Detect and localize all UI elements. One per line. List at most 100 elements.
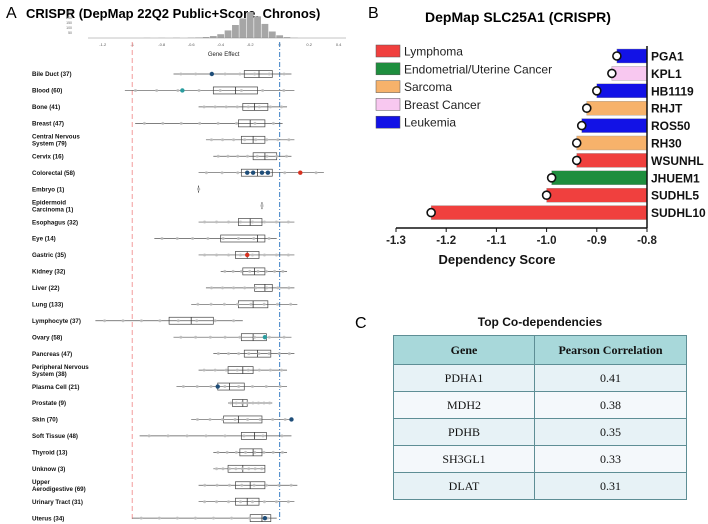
histogram-bar	[261, 23, 269, 38]
data-point	[227, 220, 231, 224]
panel-label-b: B	[368, 5, 379, 22]
box-iqr	[227, 366, 254, 374]
data-point	[203, 500, 207, 504]
data-point	[237, 352, 241, 356]
highlight-point	[209, 71, 215, 77]
data-point	[252, 237, 256, 240]
data-point	[194, 72, 198, 76]
histogram-y-tick: 200	[66, 16, 72, 20]
data-point	[287, 138, 291, 142]
pearson-cell: 0.41	[534, 364, 687, 392]
data-point	[280, 105, 283, 109]
data-point	[262, 500, 266, 504]
data-point	[267, 237, 271, 240]
pearson-cell: 0.38	[534, 391, 687, 419]
histogram-bar	[246, 12, 254, 38]
dependency-bar	[551, 170, 648, 186]
gene-cell: DLAT	[393, 472, 535, 500]
x-tick-label: -1.1	[486, 235, 506, 247]
data-point	[280, 434, 284, 438]
dependency-bar	[586, 100, 648, 116]
data-point	[268, 368, 272, 372]
x-tick-label: -1.2	[436, 235, 456, 247]
cell-line-label: WSUNHL	[651, 154, 704, 168]
highlight-point	[265, 170, 271, 175]
legend-label: Leukemia	[404, 116, 456, 130]
data-point	[185, 434, 189, 438]
data-point	[218, 88, 222, 92]
dependency-bar	[581, 118, 648, 133]
data-point	[161, 121, 165, 125]
data-point	[223, 269, 227, 273]
highlight-point	[180, 88, 185, 93]
category-label: Thyroid (13)	[32, 450, 67, 457]
cell-line-label: KPL1	[651, 67, 682, 81]
data-point	[260, 204, 264, 208]
box-iqr	[238, 119, 266, 128]
data-point	[286, 253, 290, 257]
data-point	[223, 335, 227, 339]
data-point	[257, 352, 261, 356]
data-point	[267, 352, 271, 356]
data-point	[202, 105, 206, 109]
data-point	[179, 72, 183, 76]
data-point	[280, 368, 283, 372]
data-point	[139, 516, 143, 520]
category-label: Uterus (34)	[32, 515, 64, 522]
x-axis-label: Dependency Score	[438, 252, 555, 267]
data-point	[209, 302, 213, 306]
data-point	[233, 417, 237, 421]
dependency-bar	[576, 153, 648, 168]
category-label: Plasma Cell (21)	[32, 384, 79, 391]
data-point	[274, 220, 278, 224]
data-point	[238, 500, 242, 504]
x-tick-label: 0.2	[306, 42, 312, 47]
data-point	[221, 286, 225, 290]
category-label: Epidermoid	[32, 199, 66, 206]
category-label: Lung (133)	[32, 302, 63, 309]
data-point	[282, 72, 286, 76]
data-point	[203, 483, 207, 487]
data-point	[246, 105, 250, 109]
data-point	[268, 105, 272, 109]
data-point	[253, 467, 257, 471]
data-point	[282, 88, 286, 92]
gene-cell: PDHA1	[393, 364, 535, 392]
histogram-bar	[283, 37, 291, 38]
data-point	[238, 220, 242, 224]
legend-swatch	[375, 62, 401, 76]
histogram-y-tick: 250	[66, 11, 72, 15]
data-point	[206, 237, 210, 240]
data-point	[195, 319, 199, 323]
data-point	[246, 368, 250, 372]
histogram-y-tick: 150	[66, 21, 72, 25]
data-point	[166, 434, 170, 438]
data-point	[213, 368, 217, 372]
data-point	[265, 154, 269, 158]
data-point	[227, 253, 231, 257]
data-point	[239, 88, 243, 92]
category-label: Peripheral Nervous	[32, 364, 89, 371]
data-point	[220, 171, 224, 175]
data-point	[225, 450, 229, 454]
data-point	[236, 171, 240, 175]
data-point	[248, 269, 252, 273]
data-point	[240, 483, 244, 487]
box-iqr	[240, 168, 273, 177]
category-label: Ovary (58)	[32, 334, 62, 341]
data-point	[176, 88, 180, 92]
boxplot-chart: CRISPR (DepMap 22Q2 Public+Score, Chrono…	[26, 6, 346, 522]
data-point	[280, 450, 284, 454]
data-point	[275, 302, 279, 306]
histogram-bar	[239, 18, 247, 38]
data-point	[238, 253, 242, 257]
bar-endpoint	[426, 207, 436, 218]
data-point	[260, 467, 264, 471]
category-label: Lymphocyte (37)	[32, 318, 81, 325]
data-point	[262, 450, 266, 454]
data-point	[203, 220, 207, 224]
data-point	[160, 237, 164, 240]
histogram-bar	[209, 36, 217, 38]
category-label: Breast (47)	[32, 121, 64, 128]
data-point	[262, 401, 266, 405]
